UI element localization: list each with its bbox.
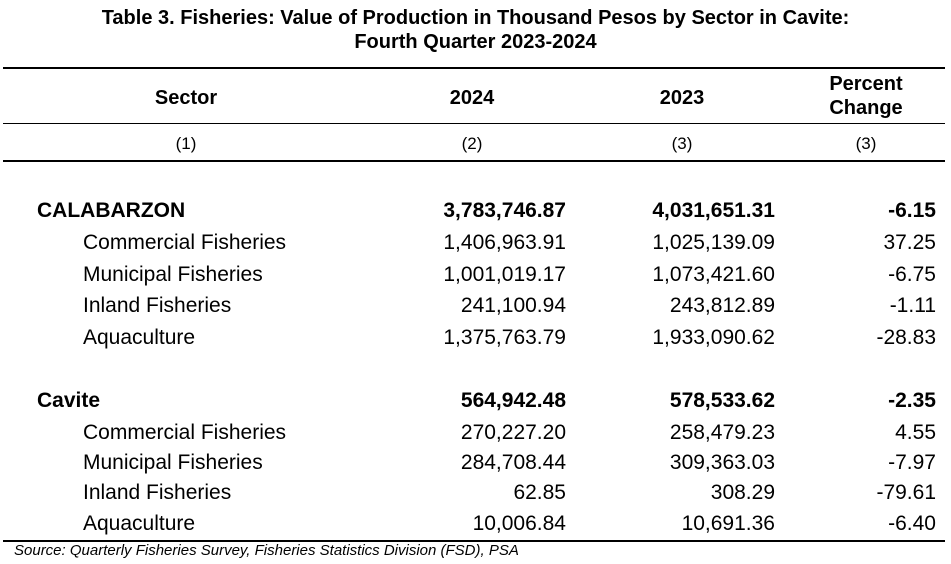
header-change: Change [829, 97, 903, 119]
value-2024: 284,708.44 [460, 451, 566, 474]
col-number-4: (3) [855, 134, 877, 153]
percent-change: 4.55 [895, 421, 936, 444]
table-row: Municipal Fisheries 284,708.44 309,363.0… [0, 448, 951, 478]
percent-change: -2.35 [888, 389, 936, 412]
sector-name: CALABARZON [37, 199, 186, 222]
value-2024: 10,006.84 [472, 512, 566, 535]
top-rule [3, 67, 945, 69]
sector-name: Commercial Fisheries [83, 421, 287, 444]
value-2024: 62.85 [513, 481, 566, 504]
value-2024: 3,783,746.87 [443, 199, 566, 222]
sector-name: Aquaculture [83, 326, 196, 349]
table-row: Cavite 564,942.48 578,533.62 -2.35 [0, 386, 951, 416]
col-number-2: (2) [461, 134, 483, 153]
subheader-rule [3, 160, 945, 162]
col-number-3: (3) [671, 134, 693, 153]
value-2023: 10,691.36 [681, 512, 775, 535]
table-row: Commercial Fisheries 270,227.20 258,479.… [0, 418, 951, 448]
percent-change: -28.83 [876, 326, 936, 349]
sector-name: Inland Fisheries [83, 481, 232, 504]
header-percent-change: Percent Change [786, 72, 946, 120]
source-note: Source: Quarterly Fisheries Survey, Fish… [14, 542, 519, 559]
bottom-rule [3, 540, 945, 542]
header-rule [3, 123, 945, 124]
value-2024: 270,227.20 [460, 421, 566, 444]
percent-change: 37.25 [883, 231, 936, 254]
percent-change: -79.61 [876, 481, 936, 504]
table-title: Table 3. Fisheries: Value of Production … [0, 6, 951, 54]
header-2023: 2023 [659, 87, 705, 109]
value-2024: 1,001,019.17 [443, 263, 566, 286]
header-percent: Percent [829, 73, 903, 95]
sector-name: Inland Fisheries [83, 294, 232, 317]
value-2023: 1,025,139.09 [652, 231, 775, 254]
value-2023: 243,812.89 [669, 294, 775, 317]
sector-name: Commercial Fisheries [83, 231, 287, 254]
table-row: Municipal Fisheries 1,001,019.17 1,073,4… [0, 260, 951, 290]
value-2023: 578,533.62 [669, 389, 775, 412]
value-2024: 241,100.94 [460, 294, 566, 317]
value-2024: 564,942.48 [460, 389, 566, 412]
sector-name: Cavite [37, 389, 101, 412]
percent-change: -6.15 [888, 199, 936, 222]
percent-change: -6.40 [888, 512, 936, 535]
value-2024: 1,375,763.79 [443, 326, 566, 349]
percent-change: -7.97 [888, 451, 936, 474]
value-2023: 258,479.23 [669, 421, 775, 444]
value-2023: 4,031,651.31 [652, 199, 775, 222]
percent-change: -6.75 [888, 263, 936, 286]
table-row: Inland Fisheries 62.85 308.29 -79.61 [0, 478, 951, 508]
value-2024: 1,406,963.91 [443, 231, 566, 254]
table-row: Aquaculture 10,006.84 10,691.36 -6.40 [0, 509, 951, 539]
header-sector: Sector [154, 87, 218, 109]
sector-name: Municipal Fisheries [83, 263, 263, 286]
table-row: Aquaculture 1,375,763.79 1,933,090.62 -2… [0, 323, 951, 353]
value-2023: 309,363.03 [669, 451, 775, 474]
table-row: CALABARZON 3,783,746.87 4,031,651.31 -6.… [0, 196, 951, 226]
value-2023: 1,933,090.62 [652, 326, 775, 349]
table-title-line2: Fourth Quarter 2023-2024 [354, 31, 597, 53]
value-2023: 308.29 [710, 481, 775, 504]
sector-name: Aquaculture [83, 512, 196, 535]
header-2024: 2024 [449, 87, 495, 109]
table-row: Inland Fisheries 241,100.94 243,812.89 -… [0, 291, 951, 321]
value-2023: 1,073,421.60 [652, 263, 775, 286]
percent-change: -1.11 [889, 294, 936, 317]
table-row: Commercial Fisheries 1,406,963.91 1,025,… [0, 228, 951, 258]
col-number-1: (1) [175, 134, 197, 153]
table-title-line1: Table 3. Fisheries: Value of Production … [101, 7, 850, 29]
sector-name: Municipal Fisheries [83, 451, 263, 474]
